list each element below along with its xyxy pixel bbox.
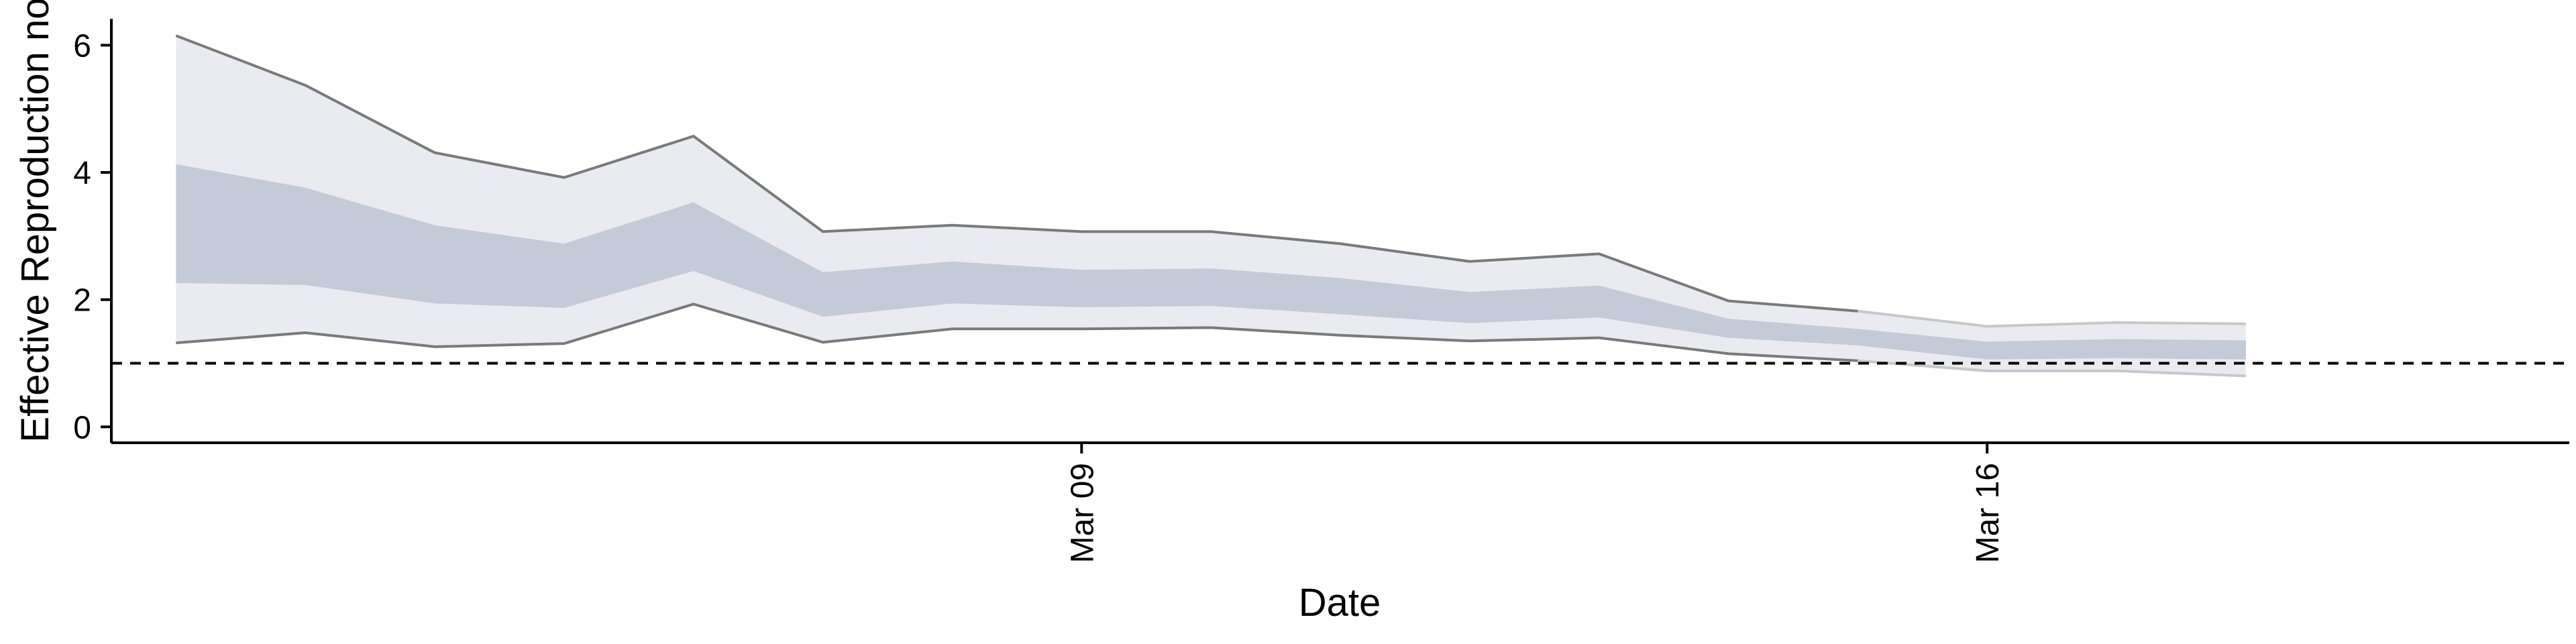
outer-band-lower-line-recent xyxy=(1858,359,2246,378)
band-boundary-lines xyxy=(175,34,2246,378)
y-axis-ticks: 0 2 4 6 xyxy=(73,28,111,445)
outer-band-lower-line xyxy=(176,303,1858,362)
outer-band-upper-line-recent xyxy=(1858,309,2246,328)
credible-interval-bands xyxy=(176,36,2246,376)
x-tick-label: Mar 16 xyxy=(1970,463,2006,563)
x-axis-ticks: Mar 09 Mar 16 xyxy=(1065,443,2006,563)
y-axis-title: Effective Reproduction no. xyxy=(13,0,57,443)
outer-band-area xyxy=(176,36,2246,376)
x-axis-title: Date xyxy=(1299,581,1381,625)
y-tick-label: 0 xyxy=(73,410,91,445)
y-tick-label: 6 xyxy=(73,28,91,64)
outer-band-upper-line xyxy=(175,34,1858,313)
y-tick-label: 2 xyxy=(73,283,91,319)
y-tick-label: 4 xyxy=(73,156,91,191)
inner-band-area xyxy=(176,164,2246,360)
x-tick-label: Mar 09 xyxy=(1065,463,1100,563)
